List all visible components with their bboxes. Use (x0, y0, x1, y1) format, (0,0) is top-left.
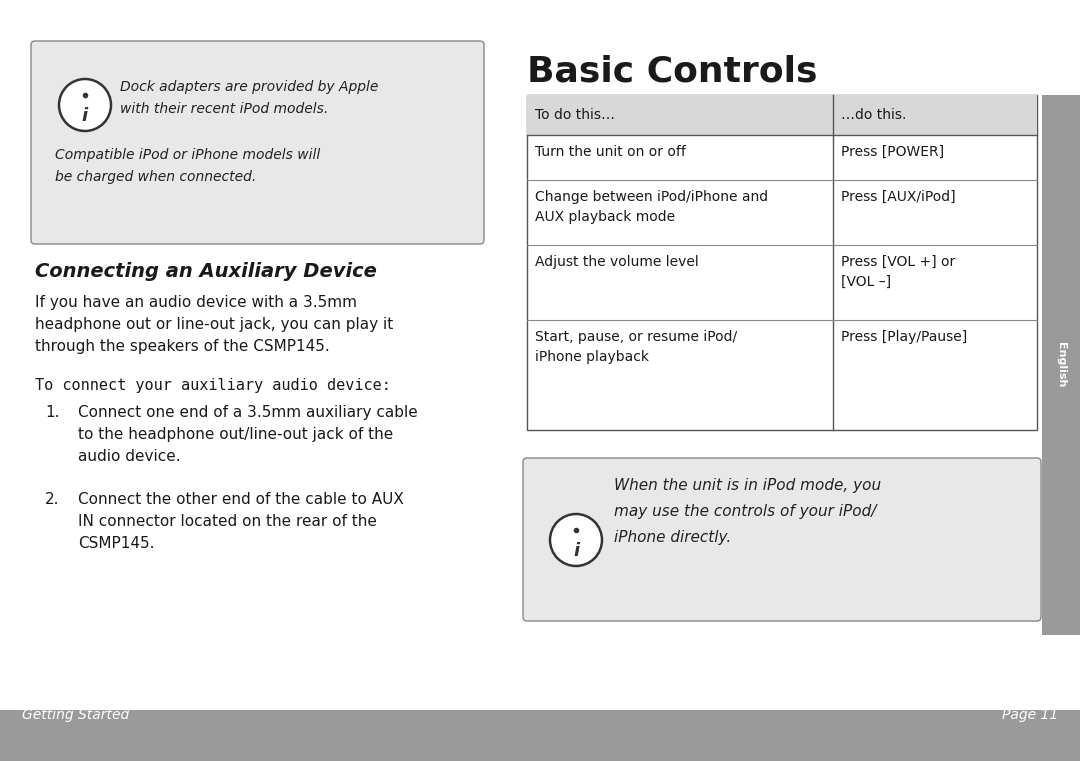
Text: Page 11: Page 11 (1002, 708, 1058, 721)
Text: Start, pause, or resume iPod/: Start, pause, or resume iPod/ (535, 330, 738, 344)
Text: headphone out or line-out jack, you can play it: headphone out or line-out jack, you can … (35, 317, 393, 332)
Text: Connect the other end of the cable to AUX: Connect the other end of the cable to AU… (78, 492, 404, 507)
Text: Adjust the volume level: Adjust the volume level (535, 255, 699, 269)
Text: Turn the unit on or off: Turn the unit on or off (535, 145, 686, 159)
Text: To connect your auxiliary audio device:: To connect your auxiliary audio device: (35, 378, 391, 393)
Text: 2.: 2. (45, 492, 59, 507)
Text: …do this.: …do this. (841, 108, 906, 122)
Text: When the unit is in iPod mode, you: When the unit is in iPod mode, you (615, 478, 881, 493)
FancyBboxPatch shape (31, 41, 484, 244)
Text: Basic Controls: Basic Controls (527, 55, 818, 89)
Text: with their recent iPod models.: with their recent iPod models. (120, 102, 328, 116)
Bar (1042, 95, 1080, 635)
Text: Getting Started: Getting Started (22, 708, 130, 721)
Text: 1.: 1. (45, 405, 59, 420)
Text: IN connector located on the rear of the: IN connector located on the rear of the (78, 514, 377, 529)
Text: to the headphone out/line-out jack of the: to the headphone out/line-out jack of th… (78, 427, 393, 442)
Text: may use the controls of your iPod/: may use the controls of your iPod/ (615, 504, 876, 519)
Circle shape (550, 514, 602, 566)
Text: iPhone directly.: iPhone directly. (615, 530, 731, 545)
Text: iPhone playback: iPhone playback (535, 350, 649, 364)
Text: be charged when connected.: be charged when connected. (55, 170, 256, 184)
Text: Connect one end of a 3.5mm auxiliary cable: Connect one end of a 3.5mm auxiliary cab… (78, 405, 418, 420)
Text: audio device.: audio device. (78, 449, 180, 464)
Text: If you have an audio device with a 3.5mm: If you have an audio device with a 3.5mm (35, 295, 357, 310)
Text: Connecting an Auxiliary Device: Connecting an Auxiliary Device (35, 262, 377, 281)
Text: English: English (1056, 342, 1066, 387)
Bar (527, 95, 1037, 135)
Text: Press [VOL +] or: Press [VOL +] or (841, 255, 955, 269)
Text: Dock adapters are provided by Apple: Dock adapters are provided by Apple (120, 80, 378, 94)
Text: i: i (82, 107, 89, 125)
Text: [VOL –]: [VOL –] (841, 275, 891, 289)
Text: Compatible iPod or iPhone models will: Compatible iPod or iPhone models will (55, 148, 321, 162)
Text: AUX playback mode: AUX playback mode (535, 210, 675, 224)
Circle shape (59, 79, 111, 131)
Text: Change between iPod/iPhone and: Change between iPod/iPhone and (535, 190, 768, 204)
Text: Press [Play/Pause]: Press [Play/Pause] (841, 330, 968, 344)
Text: CSMP145.: CSMP145. (78, 536, 154, 551)
Text: i: i (572, 542, 579, 560)
FancyBboxPatch shape (523, 458, 1041, 621)
Text: through the speakers of the CSMP145.: through the speakers of the CSMP145. (35, 339, 329, 354)
Text: To do this…: To do this… (535, 108, 615, 122)
Bar (0, 710, 1080, 761)
Text: Press [AUX/iPod]: Press [AUX/iPod] (841, 190, 956, 204)
Text: Press [POWER]: Press [POWER] (841, 145, 944, 159)
Bar (527, 95, 1037, 430)
